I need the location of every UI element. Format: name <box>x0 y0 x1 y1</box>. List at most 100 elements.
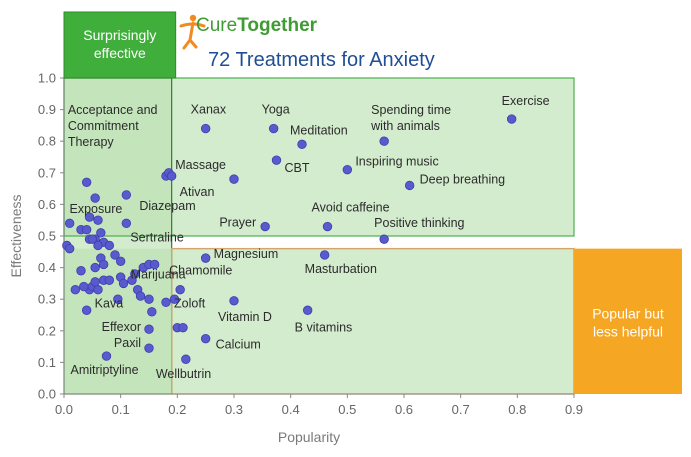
point-label-line: Kava <box>95 296 124 310</box>
data-point <box>268 123 279 134</box>
brand-name-part2: Together <box>237 15 317 36</box>
point-label: Avoid caffeine <box>312 201 390 215</box>
point-label-line: Ativan <box>180 185 215 199</box>
data-point <box>144 294 154 304</box>
data-points <box>62 114 517 364</box>
popular-less-helpful-label: less helpful <box>593 323 663 339</box>
point-label-line: Amitriptyline <box>71 363 139 377</box>
point-label-line: Masturbation <box>305 262 377 276</box>
point-label: Acceptance and Commitment Therapy <box>68 103 158 149</box>
y-tick-label: 0.5 <box>38 229 56 244</box>
data-point <box>90 262 100 273</box>
point-label-line: Xanax <box>191 103 227 117</box>
data-point <box>90 277 100 287</box>
point-label-line: Massage <box>175 158 226 172</box>
point-label: Zoloft <box>174 296 206 310</box>
point-label-line: Magnesium <box>214 247 279 261</box>
point-label-line: Commitment <box>68 119 139 133</box>
data-point <box>93 215 103 225</box>
y-tick-label: 0.7 <box>38 165 56 180</box>
popular-less-helpful-box <box>574 248 682 394</box>
data-point <box>115 256 126 266</box>
data-point <box>147 307 157 317</box>
point-label: Masturbation <box>305 262 377 276</box>
point-label: Sertraline <box>130 230 184 244</box>
point-label-line: Calcium <box>216 338 261 352</box>
x-tick-label: 0.8 <box>508 402 526 417</box>
point-label: Paxil <box>114 336 141 350</box>
data-point <box>93 240 103 251</box>
point-label-line: Deep breathing <box>420 172 506 186</box>
data-point <box>181 354 191 364</box>
data-point <box>297 139 307 150</box>
x-tick-label: 0.2 <box>168 402 186 417</box>
data-point <box>70 285 81 295</box>
point-label: Yoga <box>262 103 290 117</box>
point-label: Effexor <box>102 320 141 334</box>
background-regions <box>63 77 575 395</box>
x-tick-label: 0.1 <box>112 402 130 417</box>
data-point <box>81 177 92 187</box>
logo-figure-icon <box>179 21 206 50</box>
data-point <box>200 253 211 263</box>
point-label: Chamomile <box>169 264 232 278</box>
brand-name: CureTogether <box>196 15 318 36</box>
quadrant-boxes: Surprisingly effective Popular but less hel… <box>63 11 682 394</box>
data-point <box>135 291 146 301</box>
surprisingly-effective-label: Surprisingly <box>83 27 156 43</box>
axes: 0.0 0.1 0.2 0.3 0.4 0.5 0.6 0.7 0.8 0.9 0.0 0.1 0.2 0… <box>8 71 583 446</box>
y-tick-label: 0.4 <box>38 260 56 275</box>
data-point <box>149 259 160 270</box>
data-point <box>98 259 109 270</box>
curetogether-logo <box>179 14 206 50</box>
point-label-line: Effexor <box>102 320 141 334</box>
data-point <box>110 250 120 260</box>
grid-lines <box>60 77 575 398</box>
x-axis-title: Popularity <box>278 429 340 445</box>
point-label-line: Avoid caffeine <box>312 201 390 215</box>
x-tick-label: 0.7 <box>452 402 470 417</box>
point-label-line: CBT <box>285 161 310 175</box>
point-label: Exposure <box>70 202 123 216</box>
point-label: Positive thinking <box>374 216 464 230</box>
point-label: Prayer <box>219 216 256 230</box>
data-point <box>506 114 517 124</box>
point-label-line: Positive thinking <box>374 216 464 230</box>
data-point <box>322 221 333 232</box>
data-point <box>64 218 75 229</box>
data-point <box>178 322 188 333</box>
point-label: Wellbutrin <box>156 367 211 381</box>
data-point <box>319 250 330 260</box>
point-label-line: Diazepam <box>139 199 195 213</box>
data-point <box>404 180 415 191</box>
point-label: Deep breathing <box>420 172 506 186</box>
point-label: Spending time with animals <box>370 103 451 133</box>
point-label-line: with animals <box>370 119 440 133</box>
point-label-line: Therapy <box>68 135 115 149</box>
data-point <box>271 155 282 165</box>
surprisingly-effective-label: effective <box>94 45 146 61</box>
data-point <box>121 218 132 229</box>
point-label-line: Acceptance and <box>68 103 158 117</box>
y-tick-label: 0.1 <box>38 355 56 370</box>
point-label: Diazepam <box>139 199 195 213</box>
surprisingly-effective-box <box>63 11 177 79</box>
chart-title: 72 Treatments for Anxiety <box>208 49 435 71</box>
data-point <box>101 351 112 361</box>
point-label: Inspiring music <box>355 155 438 169</box>
x-tick-label: 0.6 <box>395 402 413 417</box>
point-label-line: Spending time <box>371 103 451 117</box>
data-point <box>166 171 177 181</box>
data-point <box>200 123 211 134</box>
y-tick-label: 0.0 <box>38 387 56 402</box>
chart-header: CureTogether 72 Treatments for Anxiety <box>179 14 435 71</box>
point-label-line: Wellbutrin <box>156 367 211 381</box>
point-label-line: Chamomile <box>169 264 232 278</box>
data-point <box>229 174 239 184</box>
popular-less-helpful-label: Popular but <box>592 305 664 321</box>
y-tick-label: 0.3 <box>38 292 56 307</box>
data-point <box>121 190 132 200</box>
y-tick-label: 1.0 <box>38 71 56 86</box>
data-point <box>169 294 180 304</box>
data-point <box>161 297 171 308</box>
